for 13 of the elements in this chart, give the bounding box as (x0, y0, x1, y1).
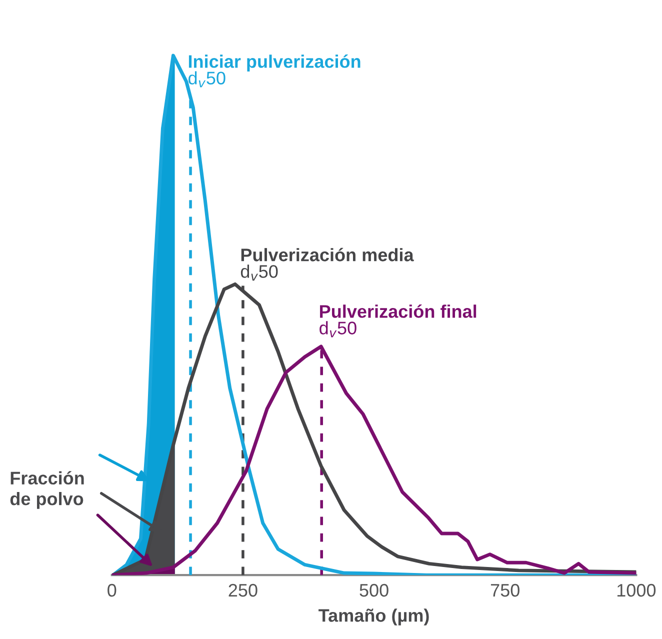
series-label: Iniciar pulverización (188, 54, 360, 72)
ref-line-label: d$_{v}$50 (320, 321, 356, 338)
series-label: Pulverización media (241, 248, 414, 262)
text: Fracción de polvo (10, 471, 84, 509)
x-tick-label: 1000 (617, 584, 656, 597)
ref-line-label: d$_{v}$50 (240, 264, 278, 281)
x-tick-label: 500 (360, 584, 388, 597)
ref-line-label: d$_{v}$50 (188, 71, 226, 88)
series-label: Pulverización final (320, 304, 476, 318)
x-tick-label: 0 (108, 584, 116, 597)
x-axis-title: Tamaño (µm) (318, 608, 429, 626)
x-tick-label: 250 (228, 584, 258, 597)
x-tick-label: 750 (490, 584, 520, 597)
